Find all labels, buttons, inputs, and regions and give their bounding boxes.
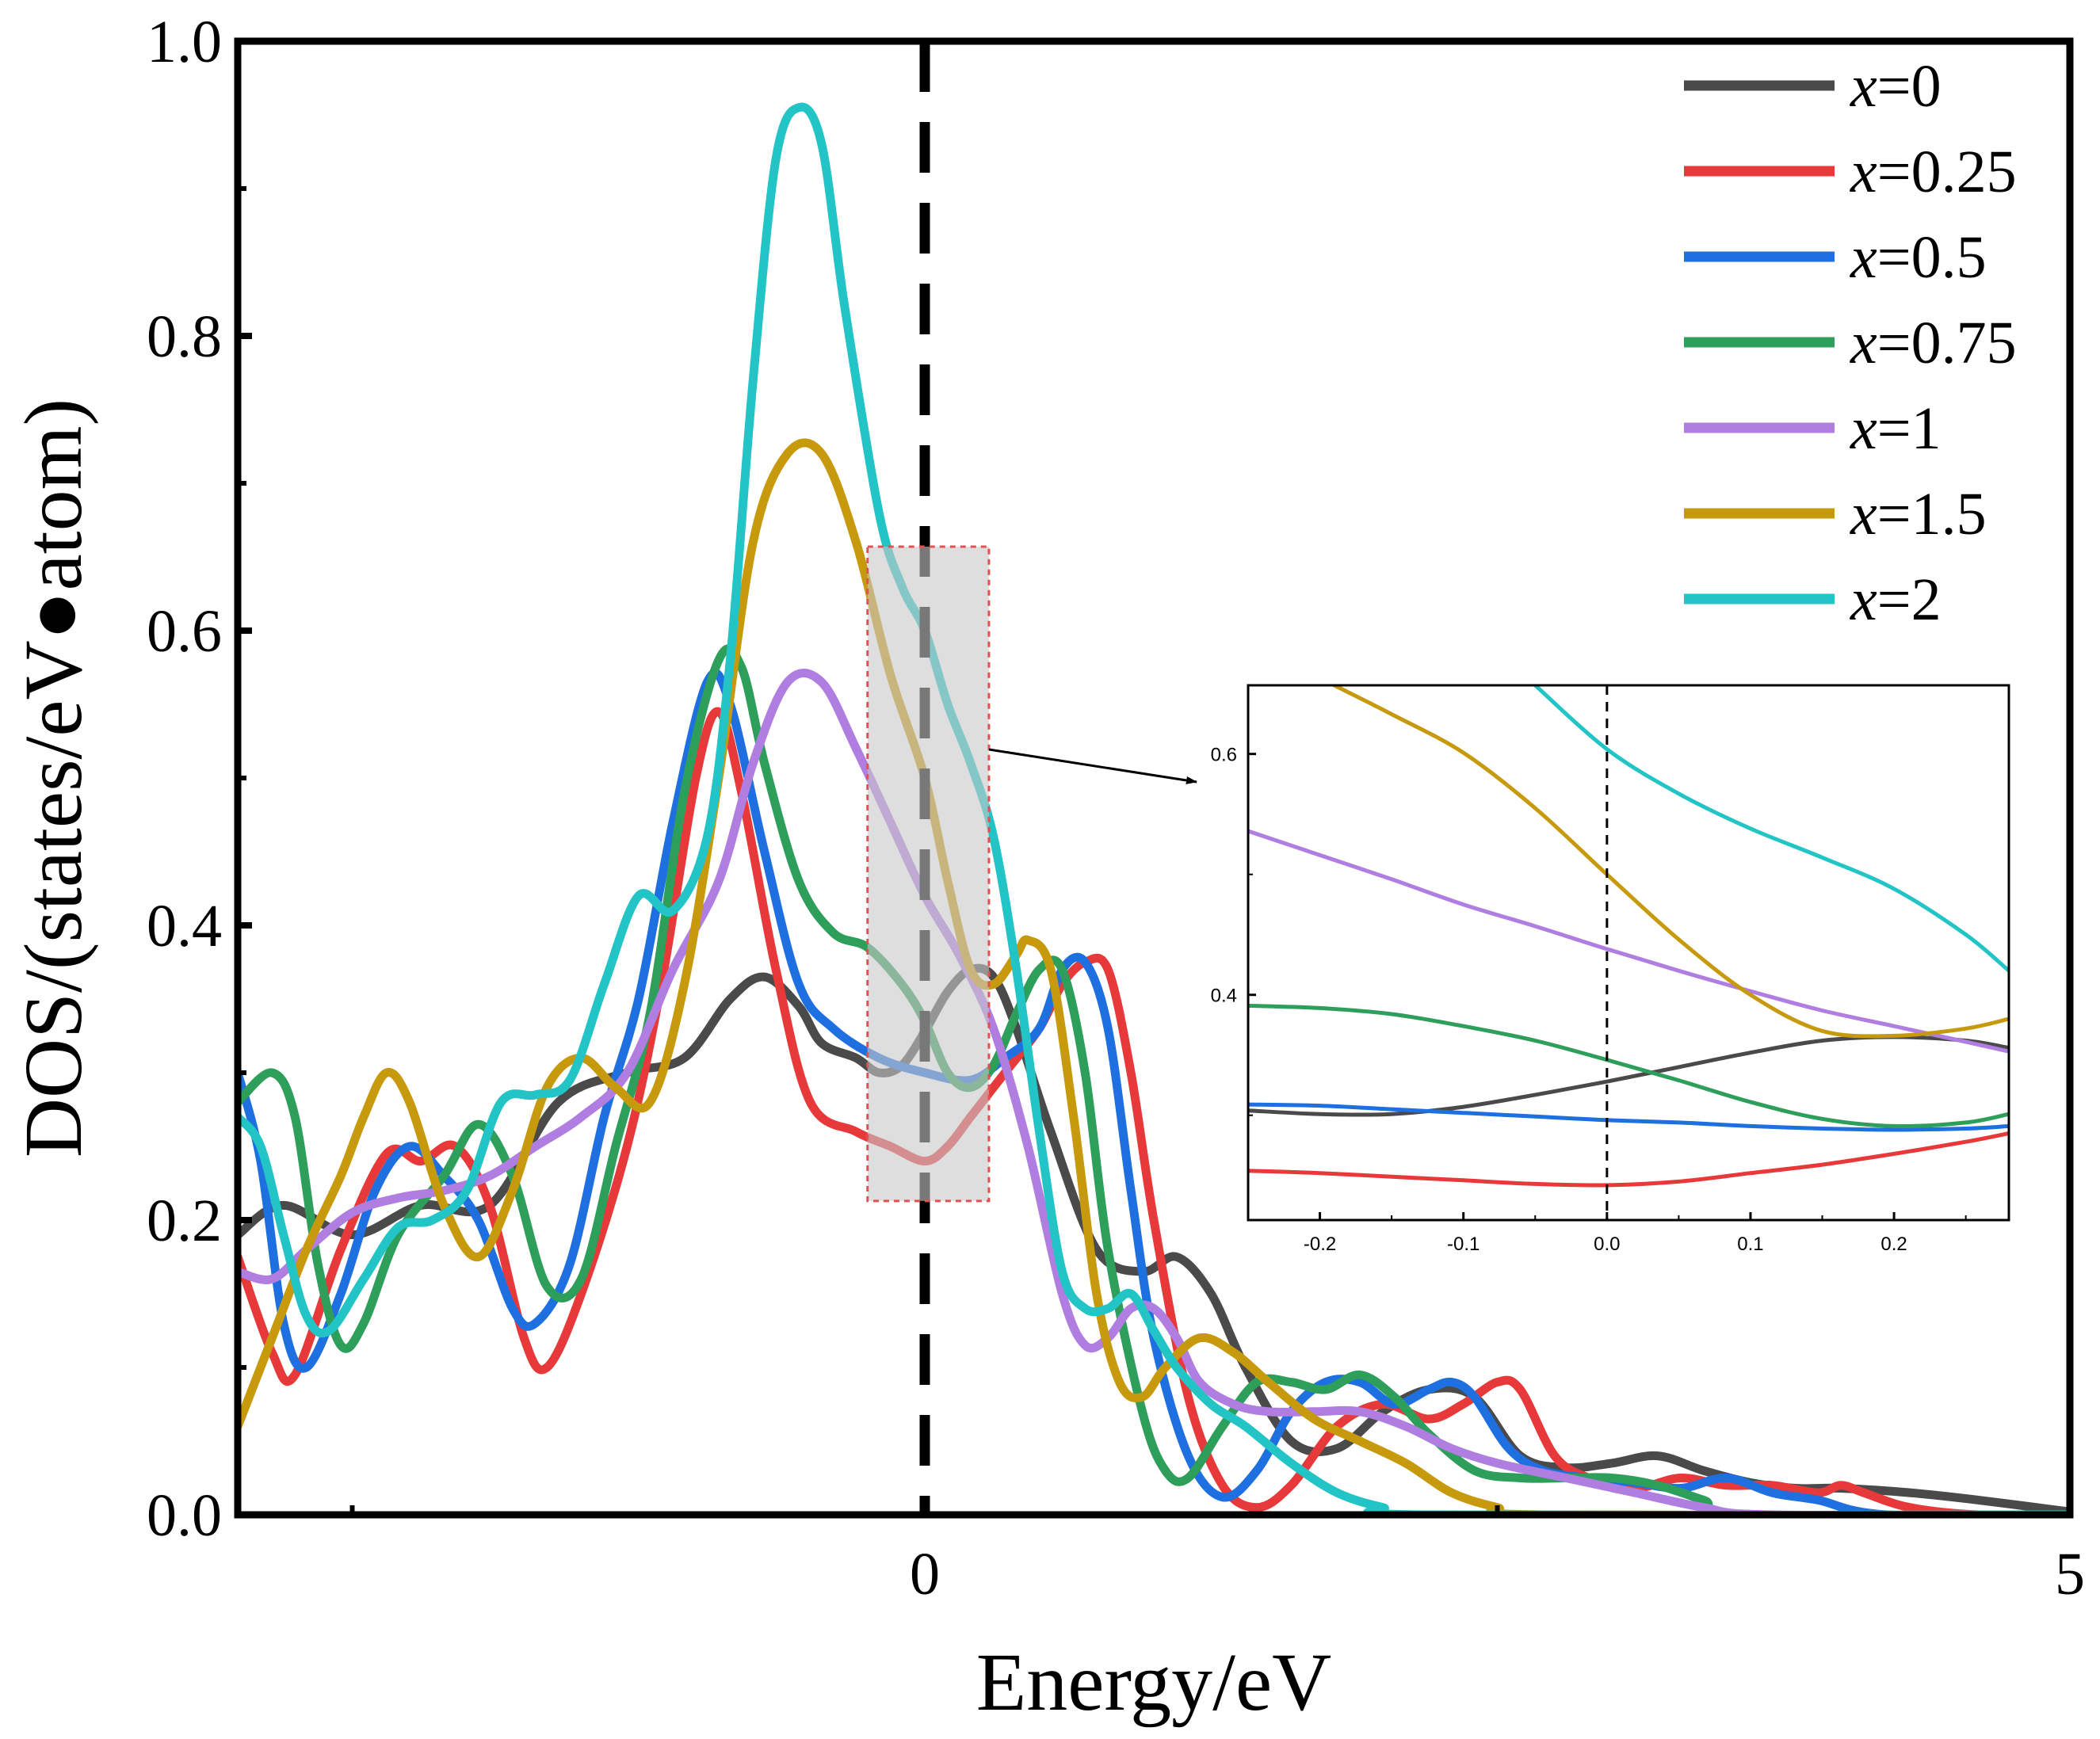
inset-series-line-x-0-75 — [1248, 1003, 2009, 1129]
main-axes: 0.0 0.2 0.4 0.6 0.8 1.0 0 5 — [147, 9, 2085, 1607]
inset-series-line-x-1-5 — [1332, 685, 2009, 1039]
inset-curves — [1248, 685, 2009, 1188]
inset-series-line-x-2 — [1533, 685, 2009, 973]
legend: x=0 x=0.25 x=0.5 x=0.75 x=1 x=1.5 x=2 — [1684, 53, 2017, 633]
legend-label-x-0-5: x=0.5 — [1850, 224, 1987, 291]
series-line-x-2 — [238, 102, 2070, 1515]
y-tick-label: 0.6 — [147, 598, 222, 665]
inset-frame — [1247, 684, 2010, 1222]
y-tick-label: 0.4 — [147, 893, 222, 959]
inset-axes: -0.2 -0.1 0.0 0.1 0.2 0.4 0.6 — [1211, 745, 1967, 1255]
legend-label-x-0-25: x=0.25 — [1850, 139, 2017, 205]
inset-x-tick-label: 0.1 — [1737, 1234, 1763, 1255]
zoom-arrow — [988, 748, 1197, 784]
legend-label-x-2: x=2 — [1850, 566, 1942, 633]
y-tick-label: 1.0 — [147, 9, 222, 75]
legend-label-x-0-75: x=0.75 — [1850, 310, 2017, 376]
legend-label-x-1: x=1 — [1850, 395, 1942, 462]
inset-series-line-x-1 — [1248, 829, 2009, 1054]
x-axis-title: Energy/eV — [976, 1637, 1332, 1728]
y-tick-label: 0.2 — [147, 1188, 222, 1254]
series-line-x-1 — [238, 669, 2070, 1515]
y-axis-title: DOS/(states/eV●atom) — [8, 399, 99, 1157]
inset-series-line-x-0-5 — [1248, 1102, 2009, 1132]
highlight-box — [866, 545, 991, 1203]
inset-x-tick-label: 0.2 — [1880, 1234, 1907, 1255]
inset-x-tick-label: -0.1 — [1447, 1234, 1480, 1255]
inset-series-line-x-0-25 — [1248, 1131, 2009, 1188]
x-tick-label: 5 — [2055, 1541, 2085, 1607]
inset-y-tick-label: 0.4 — [1211, 986, 1237, 1007]
inset-panel: -0.2 -0.1 0.0 0.1 0.2 0.4 0.6 — [1211, 684, 2010, 1255]
y-tick-label: 0.8 — [147, 303, 222, 370]
inset-y-tick-label: 0.6 — [1211, 745, 1237, 766]
y-tick-label: 0.0 — [147, 1482, 222, 1549]
inset-x-tick-label: 0.0 — [1594, 1234, 1620, 1255]
legend-label-x-0: x=0 — [1850, 53, 1942, 120]
inset-x-tick-label: -0.2 — [1304, 1234, 1336, 1255]
x-tick-label: 0 — [910, 1541, 940, 1607]
legend-label-x-1-5: x=1.5 — [1850, 481, 1987, 547]
